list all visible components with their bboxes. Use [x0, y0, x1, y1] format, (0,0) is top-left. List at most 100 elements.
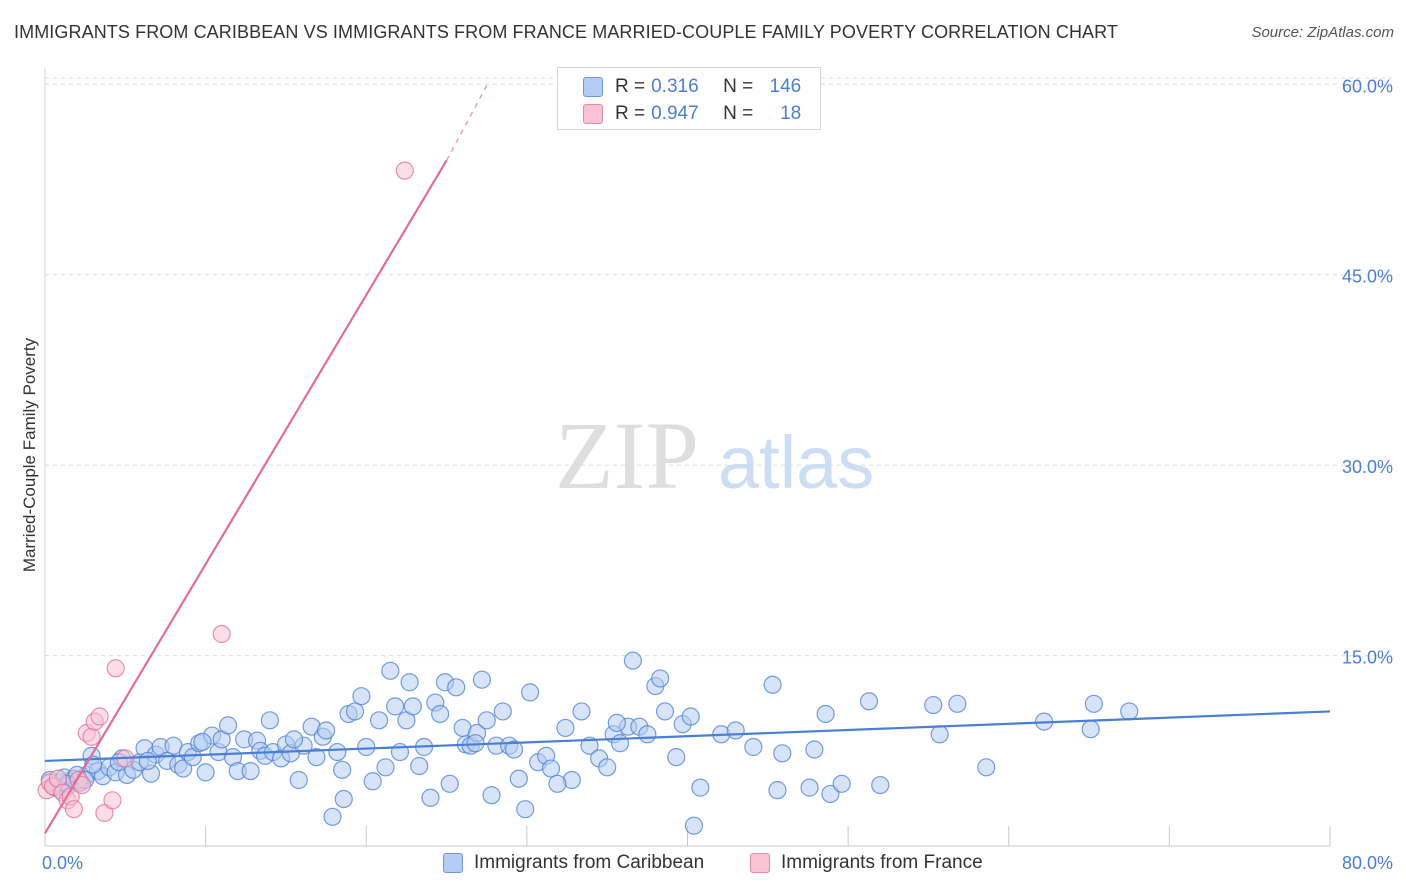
caribbean-swatch — [583, 77, 603, 97]
caribbean-point — [219, 716, 238, 735]
caribbean-trend-line — [44, 710, 1331, 763]
caribbean-point — [260, 711, 279, 730]
caribbean-point — [370, 711, 389, 730]
caribbean-point — [421, 788, 440, 807]
caribbean-point — [763, 675, 782, 694]
caribbean-point — [800, 778, 819, 797]
france-point — [82, 727, 101, 746]
y-tick-label: 30.0% — [1342, 457, 1393, 477]
caribbean-point — [520, 683, 540, 702]
caribbean-point — [930, 725, 949, 744]
caribbean-point — [138, 751, 157, 771]
chart-title: IMMIGRANTS FROM CARIBBEAN VS IMMIGRANTS … — [14, 22, 1119, 42]
caribbean-point — [580, 736, 599, 755]
caribbean-point — [977, 758, 996, 777]
legend-row-caribbean: R = 0.316 N = 146 — [583, 76, 801, 98]
caribbean-point — [477, 711, 496, 730]
caribbean-point — [623, 651, 642, 670]
caribbean-point — [655, 702, 675, 721]
caribbean-point — [832, 774, 851, 793]
france-r-value: 0.947 — [651, 103, 699, 124]
caribbean-point — [431, 704, 450, 724]
caribbean-point — [607, 713, 626, 732]
caribbean-point — [509, 769, 528, 788]
france-point — [212, 624, 231, 644]
caribbean-point — [447, 678, 466, 697]
caribbean-point — [726, 721, 745, 740]
france-point — [90, 707, 109, 726]
caribbean-point — [691, 778, 710, 797]
france-n-value: 18 — [780, 103, 802, 124]
n-label: N = — [723, 103, 754, 124]
france-legend-swatch — [750, 853, 770, 873]
caribbean-point — [357, 737, 376, 757]
france-legend-label: Immigrants from France — [781, 852, 983, 873]
x-tick-label-max: 80.0% — [1342, 853, 1393, 873]
caribbean-point — [493, 702, 512, 721]
caribbean-point — [638, 725, 657, 744]
france-point — [72, 775, 92, 795]
caribbean-r-value: 0.316 — [651, 76, 699, 97]
caribbean-point — [386, 697, 405, 716]
source-credit: Source: ZipAtlas.com — [1251, 24, 1394, 41]
caribbean-point — [541, 759, 561, 778]
caribbean-point — [410, 756, 429, 776]
caribbean-point — [681, 707, 700, 726]
watermark: ZIP atlas — [555, 402, 874, 509]
caribbean-point — [345, 702, 365, 721]
legend-box: R = 0.316 N = 146 R = 0.947 N = 18 — [557, 67, 821, 130]
r-label: R = — [615, 76, 646, 97]
y-tick-label: 45.0% — [1342, 267, 1393, 287]
bottom-legend-caribbean: Immigrants from Caribbean — [443, 852, 704, 874]
caribbean-point — [289, 770, 308, 790]
points-layer — [37, 161, 1139, 835]
caribbean-point — [1084, 694, 1103, 713]
grid-layer — [45, 77, 1392, 657]
caribbean-point — [859, 692, 879, 711]
caribbean-point — [556, 718, 575, 738]
caribbean-point — [381, 661, 400, 680]
caribbean-point — [284, 730, 304, 749]
france-trend-line — [44, 159, 448, 834]
caribbean-point — [472, 670, 491, 689]
caribbean-point — [440, 774, 459, 793]
caribbean-point — [816, 704, 835, 724]
caribbean-point — [610, 734, 630, 753]
y-tick-label: 15.0% — [1342, 648, 1393, 668]
caribbean-point — [651, 669, 670, 688]
caribbean-point — [323, 807, 342, 826]
caribbean-point — [598, 758, 617, 777]
caribbean-point — [307, 748, 326, 767]
caribbean-point — [871, 775, 890, 795]
caribbean-point — [241, 761, 260, 781]
caribbean-point — [805, 740, 824, 759]
caribbean-point — [768, 781, 787, 800]
caribbean-point — [333, 760, 352, 779]
caribbean-point — [196, 763, 215, 782]
caribbean-point — [744, 737, 763, 757]
france-point — [64, 800, 84, 819]
legend-row-france: R = 0.947 N = 18 — [583, 103, 801, 125]
france-point — [106, 659, 125, 678]
france-point — [395, 161, 414, 180]
france-point — [103, 791, 122, 810]
caribbean-point — [1081, 720, 1100, 739]
r-label: R = — [615, 103, 646, 124]
caribbean-point — [400, 673, 419, 692]
caribbean-point — [328, 742, 347, 762]
caribbean-point — [334, 789, 353, 809]
axis-layer: 15.0% 30.0% 45.0% 60.0% 0.0% 80.0% — [42, 68, 1393, 873]
caribbean-n-value: 146 — [769, 76, 802, 97]
y-tick-label: 60.0% — [1342, 76, 1393, 96]
n-label: N = — [723, 76, 754, 97]
caribbean-point — [773, 744, 792, 763]
caribbean-point — [316, 721, 336, 740]
caribbean-point — [352, 687, 371, 706]
x-tick-label-min: 0.0% — [42, 853, 83, 873]
caribbean-point — [504, 740, 524, 759]
bottom-legend-france: Immigrants from France — [750, 852, 983, 874]
caribbean-point — [924, 695, 943, 715]
caribbean-point — [572, 702, 591, 721]
caribbean-point — [821, 784, 840, 804]
